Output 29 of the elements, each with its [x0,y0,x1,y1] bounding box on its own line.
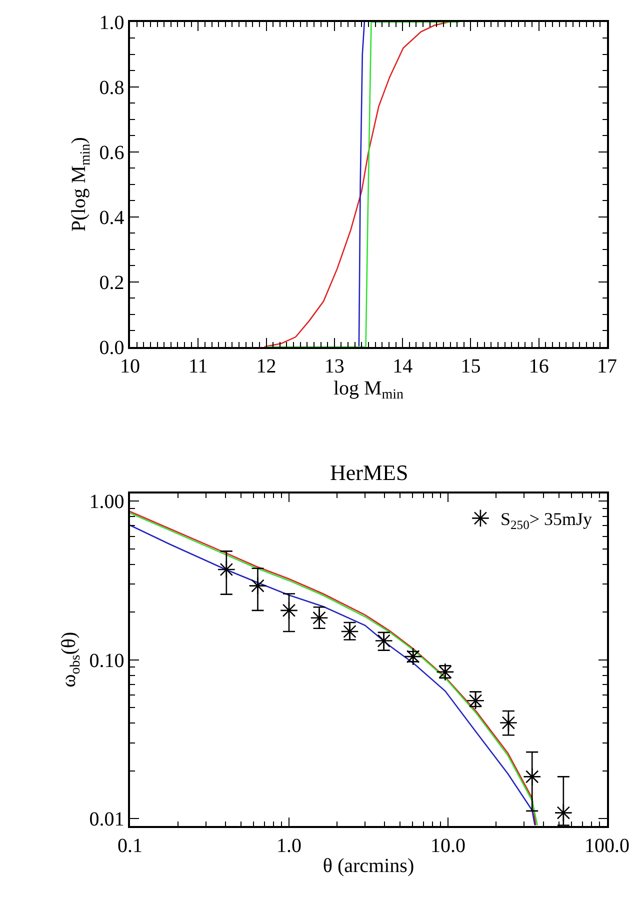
x-axis-title: log M$_{min}$ [333,378,404,403]
point [404,648,422,666]
y-tick-label: 0.2 [99,272,124,294]
point [499,714,518,732]
y-tick-label: 0.10 [89,650,124,672]
x-tick-label: 15 [460,356,481,378]
point [248,576,267,595]
x-tick-label: 17 [597,356,617,378]
chart-title: HerMES [330,460,408,485]
x-axis-title: θ (arcmins) [322,854,414,877]
y-tick-label: 0.4 [99,206,124,229]
y-tick-label: 0.6 [99,142,124,164]
point [280,601,298,620]
x-tick-label: 12 [256,356,276,378]
x-tick-label: 11 [188,356,208,378]
x-tick-label: 16 [528,356,549,378]
y-tick-label: 1.0 [99,12,124,34]
x-tick-label: 1.0 [276,834,302,857]
y-tick-label: 0.01 [89,808,124,831]
legend-label: S$_{250}$> 35mJy [500,509,592,532]
x-tick-label: 14 [392,356,413,378]
y-tick-label: 1.00 [89,491,124,514]
line-series [358,22,366,347]
point [217,560,236,579]
y-tick-label: 0.8 [99,76,124,99]
x-tick-label: 0.1 [118,834,142,857]
x-tick-label: 100.0 [584,834,630,857]
x-tick-label: 13 [324,356,344,378]
x-tick-label: 10.0 [430,834,466,857]
